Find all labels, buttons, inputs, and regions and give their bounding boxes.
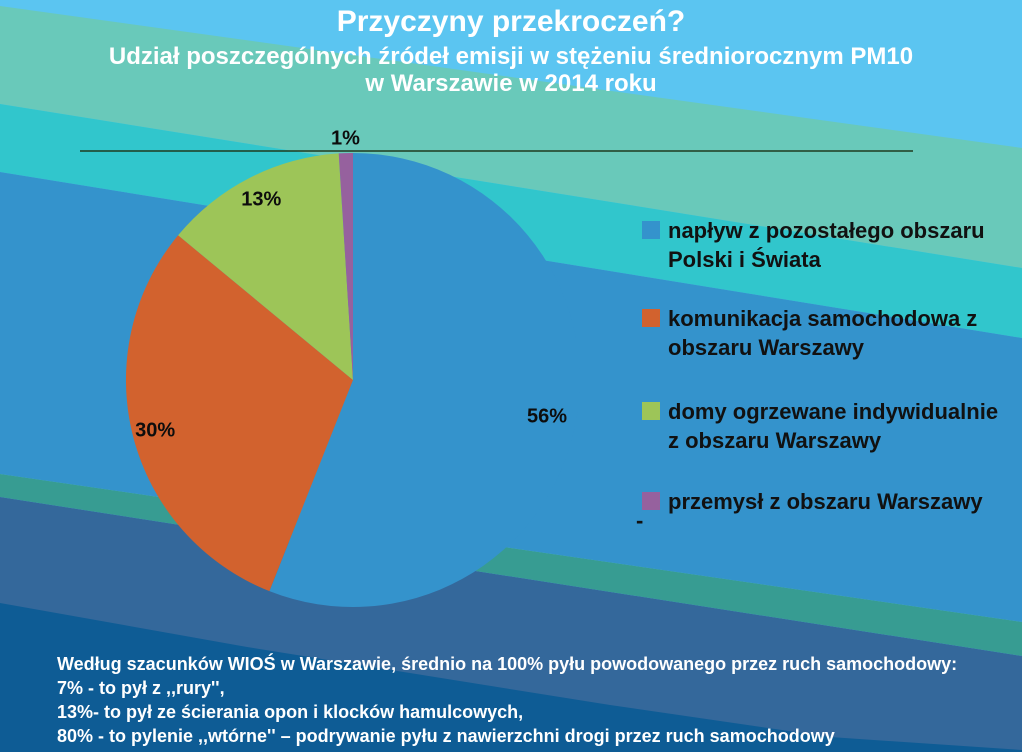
pie-label-2: 13% (241, 188, 282, 211)
legend-swatch-blue (642, 221, 660, 239)
pie-slice-0 (269, 153, 580, 607)
pie-label-3: 1% (330, 127, 360, 150)
footnote-line-1: Według szacunków WIOŚ w Warszawie, średn… (57, 654, 958, 674)
legend-label: napływ z pozostałego obszaru Polski i Św… (668, 218, 985, 272)
background-band-darknavy (0, 603, 1022, 752)
chart-subtitle-line2: w Warszawie w 2014 roku (365, 69, 657, 97)
legend-label: przemysł z obszaru Warszawy (668, 489, 983, 514)
pie-slice-1 (125, 235, 354, 592)
chart-subtitle-line1: Udział poszczególnych źródeł emisji w st… (108, 42, 914, 70)
stray-dash-mark: - (636, 508, 644, 533)
legend-label: domy ogrzewane indywidualnie z obszaru W… (668, 399, 999, 453)
pie-slice-3 (338, 152, 353, 380)
legend-item-domy: domy ogrzewane indywidualnie z obszaru W… (642, 397, 1014, 455)
background-band-seagreen (0, 6, 1022, 268)
slide-title: Przyczyny przekroczeń? (336, 5, 686, 38)
legend-label: komunikacja samochodowa z obszaru Warsza… (668, 306, 978, 360)
title-block: Przyczyny przekroczeń? Udział poszczegól… (0, 5, 1022, 97)
legend-swatch-orange (642, 309, 660, 327)
legend-item-komunikacja: komunikacja samochodowa z obszaru Warsza… (642, 304, 1014, 362)
legend-item-naplyw: napływ z pozostałego obszaru Polski i Św… (642, 216, 1014, 274)
footnote-line-4: 80% - to pylenie ,,wtórne'' – podrywanie… (57, 726, 835, 746)
legend-swatch-purple (642, 492, 660, 510)
footnote-line-3: 13%- to pył ze ścierania opon i klocków … (57, 702, 524, 722)
pie-label-0: 56% (526, 405, 567, 428)
legend-swatch-green (642, 402, 660, 420)
pie-slice-2 (178, 153, 353, 380)
pie-label-1: 30% (135, 419, 176, 442)
footnote-line-2: 7% - to pył z ,,rury'', (57, 678, 225, 698)
legend-item-przemysl: przemysł z obszaru Warszawy (642, 487, 1014, 516)
footnote-block: Według szacunków WIOŚ w Warszawie, średn… (57, 652, 997, 748)
